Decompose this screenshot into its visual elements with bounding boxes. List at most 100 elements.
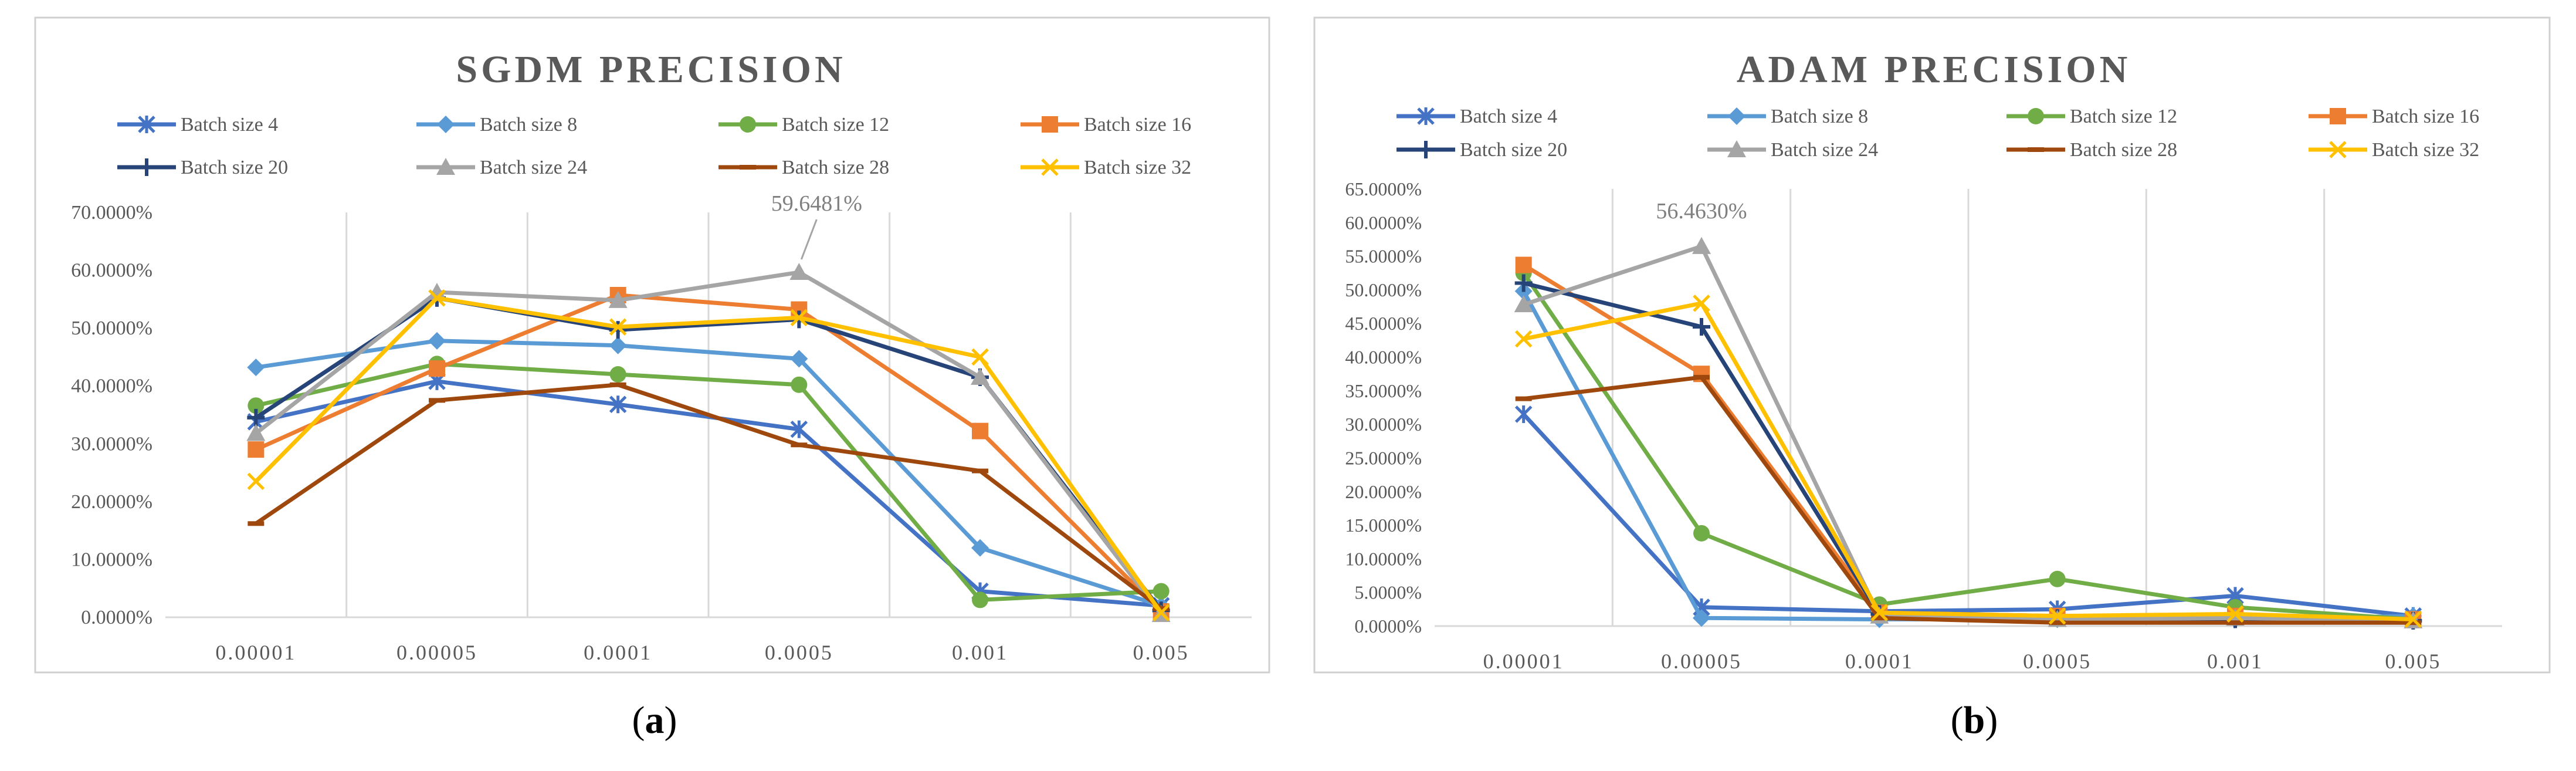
data-label-peak: 56.4630% [1656,199,1747,224]
data-point-batch-size-20 [609,321,627,339]
x-tick-label: 0.0001 [584,641,652,664]
series-batch-size-24 [246,263,1171,623]
y-tick-label: 60.0000% [71,260,152,282]
data-point-batch-size-28 [1693,374,1710,380]
legend-item-batch-size-32: Batch size 32 [2309,139,2479,161]
legend-item-batch-size-24: Batch size 24 [416,157,587,178]
data-point-batch-size-28 [429,398,445,403]
data-point-batch-size-16 [248,441,265,458]
legend-label-batch-size-16: Batch size 16 [2372,106,2479,127]
data-point-batch-size-24 [1692,236,1711,254]
y-tick-label: 20.0000% [71,491,152,513]
y-axis: 0.0000% 10.0000% 20.0000% 30.0000% 40.0000% 5… [71,202,152,628]
data-point-batch-size-28 [1515,396,1532,401]
data-point-batch-size-24 [1514,295,1533,313]
data-point-batch-size-8 [247,359,265,377]
legend-marker-batch-size-12 [740,116,756,133]
legend-item-batch-size-12: Batch size 12 [718,114,889,136]
legend-label-batch-size-28: Batch size 28 [782,157,889,178]
legend-marker-batch-size-12 [2028,108,2044,124]
data-point-batch-size-24 [789,263,809,280]
data-point-batch-size-16 [1515,256,1532,273]
x-tick-label: 0.001 [952,641,1008,664]
legend-item-batch-size-8: Batch size 8 [416,114,577,136]
x-tick-label: 0.0005 [765,641,833,664]
series-batch-size-32 [247,289,1170,621]
chart-frame [34,16,1270,674]
legend-item-batch-size-4: Batch size 4 [1397,106,1557,127]
legend-marker-batch-size-4 [138,116,155,133]
data-point-batch-size-28 [972,468,988,474]
legend-marker-batch-size-24 [436,158,455,175]
x-tick-label: 0.00005 [1661,650,1742,673]
data-point-batch-size-32 [428,289,446,307]
chart-frame [1313,16,2551,674]
legend-label-batch-size-20: Batch size 20 [1460,139,1567,161]
data-point-batch-size-32 [971,348,989,366]
legend-item-batch-size-16: Batch size 16 [1021,114,1191,136]
x-tick-label: 0.005 [1133,641,1189,664]
data-point-batch-size-24 [246,424,266,441]
legend-label-batch-size-12: Batch size 12 [782,114,889,136]
legend-item-batch-size-28: Batch size 28 [2006,139,2177,161]
subfigure-label-b: (b) [1950,699,1998,742]
x-tick-label: 0.00001 [1483,650,1564,673]
series-batch-size-28 [1515,374,2422,625]
legend-item-batch-size-32: Batch size 32 [1021,157,1191,178]
y-tick-label: 5.0000% [1354,582,1422,603]
series-line-batch-size-16 [255,293,1163,613]
data-point-batch-size-24 [608,290,628,308]
data-point-batch-size-16 [972,422,988,439]
y-tick-label: 30.0000% [71,433,152,455]
legend-label-batch-size-4: Batch size 4 [181,114,278,136]
series-batch-size-8 [247,332,1170,615]
series-line-batch-size-28 [255,383,1162,611]
chart-root: ADAM PRECISION Batch size 4 Batch size 8 Ba… [1313,16,2551,674]
legend-label-batch-size-32: Batch size 32 [2372,139,2479,161]
data-point-batch-size-28 [791,442,808,448]
data-point-batch-size-28 [1153,606,1170,611]
y-axis: 0.0000% 5.0000% 10.0000% 15.0000% 20.0000% 25… [1345,178,1422,637]
data-point-batch-size-24 [971,367,989,385]
x-axis: 0.00001 0.00005 0.0001 0.0005 0.001 0.005 [1483,650,2440,673]
data-point-batch-size-4 [1514,405,1533,423]
data-point-batch-size-12 [791,376,808,393]
data-point-batch-size-12 [248,397,265,414]
y-tick-label: 60.0000% [1345,212,1422,233]
data-point-batch-size-28 [1871,616,1888,621]
legend-marker-batch-size-4 [1417,107,1435,125]
gridlines [1611,189,2326,626]
series-batch-size-32 [1514,295,2422,628]
legend-label-batch-size-20: Batch size 20 [181,157,288,178]
legend-label-batch-size-8: Batch size 8 [480,114,577,136]
data-point-batch-size-4 [609,395,627,414]
legend-item-batch-size-8: Batch size 8 [1707,106,1868,127]
series-line-batch-size-12 [255,361,1161,602]
data-point-batch-size-12 [609,366,626,383]
x-tick-label: 0.001 [2207,650,2263,673]
data-point-batch-size-32 [2048,607,2066,625]
data-point-batch-size-32 [247,472,265,491]
y-tick-label: 45.0000% [1345,313,1422,334]
data-point-batch-size-28 [2227,620,2243,625]
chart-title: ADAM PRECISION [1737,48,2131,91]
legend-item-batch-size-20: Batch size 20 [1397,139,1567,161]
series-batch-size-28 [248,382,1170,611]
x-tick-label: 0.00001 [215,641,296,664]
legend-label-batch-size-4: Batch size 4 [1460,106,1557,127]
series-line-batch-size-24 [255,270,1163,616]
legend-item-batch-size-24: Batch size 24 [1707,139,1878,161]
legend-marker-batch-size-20 [138,158,155,176]
legend-marker-batch-size-8 [1728,107,1745,125]
legend-label-batch-size-28: Batch size 28 [2070,139,2177,161]
legend-item-batch-size-4: Batch size 4 [117,114,278,136]
data-point-batch-size-12 [2049,570,2066,587]
y-tick-label: 40.0000% [1345,347,1422,368]
data-point-batch-size-4 [790,420,808,438]
x-tick-label: 0.0005 [2023,650,2092,673]
data-point-batch-size-28 [248,521,265,526]
y-tick-label: 0.0000% [1354,616,1422,637]
y-tick-label: 10.0000% [71,549,152,570]
